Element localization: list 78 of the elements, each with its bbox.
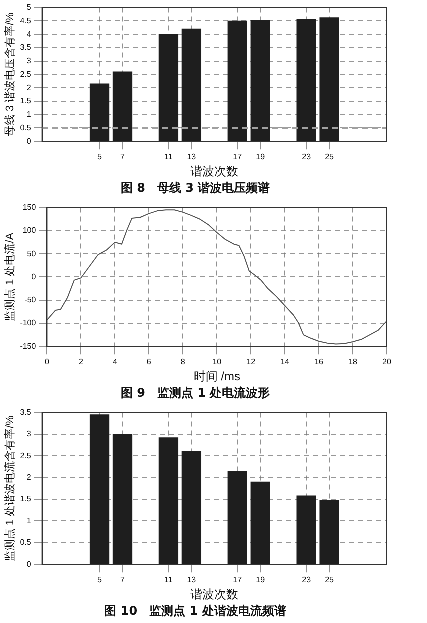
text: 图 10 监测点 1 处谐波电流频谱 (104, 604, 286, 618)
y-tick-label: 1 (26, 516, 32, 526)
x-tick-label: 13 (187, 576, 197, 585)
bar (158, 34, 179, 142)
x-tick-label: 17 (233, 152, 243, 162)
x-tick-label: 2 (78, 358, 84, 367)
y-tick-label: 0.5 (20, 123, 32, 132)
y-tick-label: 0 (26, 560, 32, 569)
x-tick-label: 25 (325, 152, 335, 162)
x-tick-label: 5 (98, 152, 103, 162)
x-tick-label: 16 (314, 358, 324, 367)
x-tick-label: 7 (120, 152, 126, 162)
y-tick-label: 2.5 (20, 451, 32, 460)
bar (250, 20, 270, 142)
x-tick-label: 7 (120, 576, 126, 585)
x-tick-label: 12 (246, 358, 256, 367)
bar (158, 438, 179, 565)
y-tick-label: 1.5 (20, 494, 32, 504)
bar (296, 20, 316, 142)
x-axis-title: 谐波次数 (190, 164, 239, 179)
y-tick-label: -150 (20, 342, 37, 351)
x-tick-label: 10 (212, 358, 222, 367)
x-tick-label: 4 (112, 358, 118, 367)
x-tick-label: 0 (44, 358, 50, 367)
x-tick-label: 8 (180, 358, 186, 367)
y-tick-label: 1.5 (20, 96, 32, 106)
x-axis-title: 谐波次数 (190, 588, 239, 602)
x-tick-label: 23 (302, 576, 312, 585)
bar (228, 471, 248, 565)
x-tick-label: 5 (98, 576, 103, 585)
x-tick-label: 17 (233, 576, 243, 585)
text: 图 8 母线 3 谐波电压频谱 (120, 180, 270, 195)
x-tick-label: 18 (348, 358, 358, 367)
y-tick-label: 150 (22, 203, 37, 212)
y-axis-title: 监测点 1 处电流/A (4, 232, 17, 322)
bar (182, 28, 202, 142)
bar (250, 482, 270, 565)
text: 图 9 监测点 1 处电流波形 (120, 386, 270, 400)
y-tick-label: 1 (26, 110, 32, 120)
bar (90, 84, 110, 142)
y-tick-label: 5 (26, 3, 32, 12)
bar (182, 452, 202, 565)
y-tick-label: 0.5 (20, 538, 32, 548)
y-tick-label: 0 (26, 136, 32, 146)
x-tick-label: 6 (146, 358, 152, 367)
x-tick-label: 13 (187, 152, 197, 162)
x-tick-label: 20 (382, 358, 392, 367)
x-tick-label: 11 (164, 152, 174, 162)
y-tick-label: 50 (27, 249, 37, 258)
bar (320, 18, 340, 142)
bar (90, 414, 110, 565)
y-tick-label: 3 (26, 430, 32, 439)
x-tick-label: 14 (280, 358, 290, 367)
bar (320, 500, 340, 565)
y-tick-label: 3.5 (20, 43, 32, 52)
x-axis-title: 时间 /ms (194, 370, 240, 384)
y-tick-label: 0 (32, 272, 37, 282)
y-tick-label: -50 (24, 296, 37, 305)
y-axis-title: 母线 3 谐波电压含有率/% (4, 12, 17, 137)
bar (112, 72, 133, 142)
bar (296, 496, 316, 565)
x-tick-label: 23 (302, 152, 312, 162)
x-tick-label: 19 (256, 152, 266, 162)
y-tick-label: -100 (20, 318, 37, 328)
y-tick-label: 4.5 (20, 16, 32, 26)
x-tick-label: 19 (256, 576, 266, 585)
bar (228, 20, 248, 142)
bar (112, 434, 133, 565)
y-axis-title: 监测点 1 处谐波电流含有率/% (4, 415, 17, 562)
y-tick-label: 4 (26, 30, 32, 39)
y-tick-label: 2 (26, 473, 32, 482)
x-tick-label: 11 (164, 576, 174, 585)
y-tick-label: 2.5 (20, 70, 32, 79)
y-tick-label: 100 (22, 226, 37, 236)
y-tick-label: 3.5 (20, 408, 32, 418)
y-tick-label: 2 (26, 83, 32, 92)
y-tick-label: 3 (26, 56, 32, 66)
x-tick-label: 25 (325, 576, 335, 585)
